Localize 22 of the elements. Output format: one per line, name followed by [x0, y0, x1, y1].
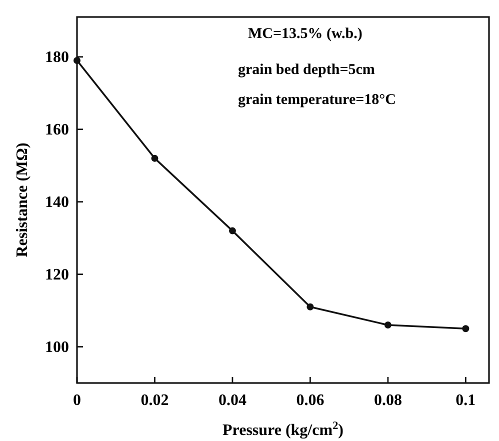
- point: [306, 303, 314, 310]
- x-tick-label: 0.04: [218, 392, 246, 409]
- y-tick-label: 180: [45, 48, 69, 66]
- y-tick-label: 120: [45, 266, 69, 284]
- x-axis-title: Pressure (kg/cm$^{2}$): [222, 420, 344, 439]
- x-tick-label: 0.08: [374, 392, 402, 409]
- annotation: grain temperature=18°C: [238, 92, 396, 108]
- x-tick-label: 0: [73, 392, 81, 409]
- annotation: grain bed depth=5cm: [238, 62, 376, 78]
- x-tick-label: 0.02: [140, 392, 169, 409]
- point: [151, 154, 158, 162]
- point: [384, 322, 392, 329]
- point: [74, 56, 80, 64]
- y-axis-title: Resistance (MΩ): [14, 142, 31, 258]
- y-tick-label: 160: [45, 121, 69, 138]
- point: [228, 227, 236, 234]
- y-tick-label: 140: [45, 194, 69, 211]
- x-tick-label: 0.06: [296, 392, 324, 409]
- x-tick-label: 0.1: [456, 392, 476, 409]
- annotation: MC=13.5% (w.b.): [248, 26, 362, 42]
- point: [462, 325, 470, 332]
- y-tick-label: 100: [45, 338, 69, 356]
